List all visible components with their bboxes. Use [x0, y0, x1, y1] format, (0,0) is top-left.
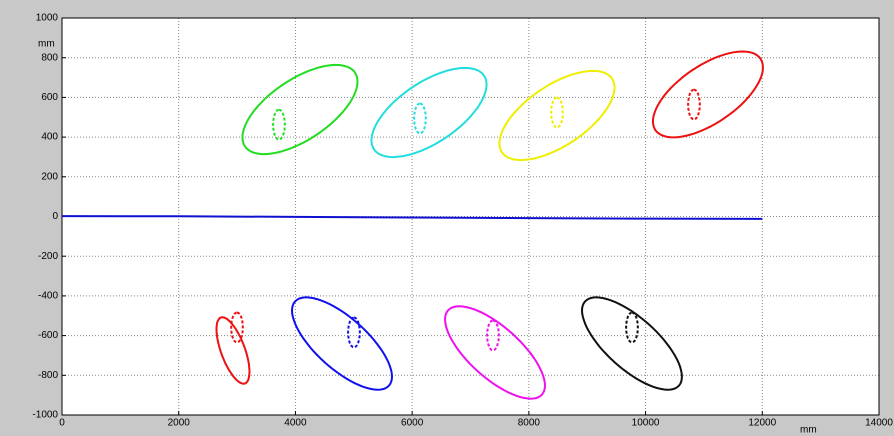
y-tick-label: 800: [41, 52, 58, 63]
y-tick-label: -800: [38, 370, 58, 381]
x-tick-label: 14000: [865, 418, 893, 429]
ellipse: [370, 66, 488, 159]
x-tick-label: 6000: [401, 418, 424, 429]
ellipse: [444, 305, 547, 400]
ellipse: [241, 63, 359, 156]
ellipse: [580, 296, 683, 391]
y-axis-label: mm: [38, 39, 55, 50]
ellipse: [215, 316, 251, 385]
x-tick-label: 4000: [284, 418, 307, 429]
y-tick-label: 1000: [36, 13, 59, 24]
y-tick-label: 600: [41, 92, 58, 103]
y-tick-label: -1000: [32, 410, 58, 421]
x-tick-label: 8000: [518, 418, 541, 429]
x-tick-label: 0: [59, 418, 65, 429]
x-axis-label: mm: [800, 425, 817, 436]
x-tick-label: 2000: [168, 418, 191, 429]
y-tick-label: -400: [38, 291, 58, 302]
ellipse: [290, 296, 394, 391]
ellipse: [498, 69, 616, 162]
x-tick-label: 12000: [748, 418, 776, 429]
y-tick-label: -600: [38, 330, 58, 341]
line: [61, 215, 763, 220]
y-tick-label: 0: [52, 211, 58, 222]
y-tick-label: -200: [38, 251, 58, 262]
x-tick-label: 10000: [632, 418, 660, 429]
y-tick-label: 400: [41, 132, 58, 143]
ellipse: [652, 50, 764, 139]
y-tick-label: 200: [41, 171, 58, 182]
